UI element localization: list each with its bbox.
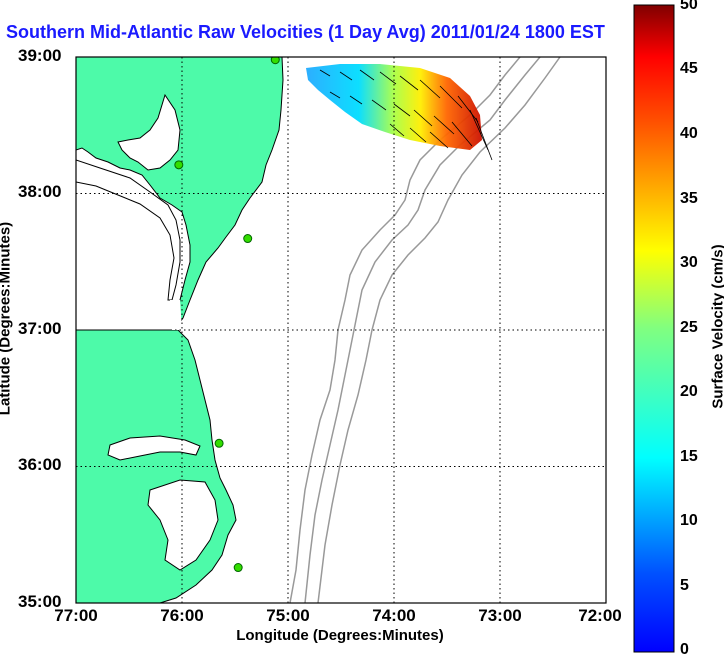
colorbar-tick: 5 <box>680 577 689 594</box>
y-tick: 37:00 <box>18 319 62 338</box>
colorbar-tick: 50 <box>680 0 698 13</box>
x-tick: 73:00 <box>478 606 522 625</box>
colorbar-tick: 40 <box>680 125 698 142</box>
colorbar-tick: 25 <box>680 319 698 336</box>
y-tick: 39:00 <box>18 46 62 65</box>
hf-radar-station <box>243 234 253 244</box>
chesapeake-bay <box>117 93 181 171</box>
y-tick: 38:00 <box>18 182 62 201</box>
colorbar-tick: 15 <box>680 448 698 465</box>
x-axis-label: Longitude (Degrees:Minutes) <box>236 627 444 644</box>
x-tick: 76:00 <box>160 606 204 625</box>
x-tick: 74:00 <box>372 606 416 625</box>
velocity-vectors <box>319 69 493 161</box>
colorbar-tick: 45 <box>680 60 698 77</box>
map-title: Southern Mid-Atlantic Raw Velocities (1 … <box>6 22 605 42</box>
colorbar-tick: 0 <box>680 641 689 658</box>
pamlico-sound <box>147 479 219 571</box>
station-markers <box>174 57 280 573</box>
bay-mouth-water <box>170 300 182 330</box>
x-tick: 75:00 <box>266 606 310 625</box>
colorbar <box>633 4 675 653</box>
colorbar-label: Surface Velocity (cm/s) <box>709 244 724 409</box>
plot-frame <box>75 56 607 604</box>
y-tick: 35:00 <box>18 592 62 611</box>
x-tick: 77:00 <box>54 606 98 625</box>
colorbar-tick: 20 <box>680 383 698 400</box>
y-tick: 36:00 <box>18 455 62 474</box>
hf-radar-station <box>174 160 184 170</box>
colorbar-tick: 30 <box>680 254 698 271</box>
x-tick: 72:00 <box>578 606 622 625</box>
y-axis-label: Latitude (Degrees:Minutes) <box>0 221 14 416</box>
hf-radar-station <box>233 563 243 573</box>
colorbar-tick: 35 <box>680 190 698 207</box>
graticule <box>76 57 606 603</box>
hf-radar-station <box>214 438 224 448</box>
albemarle-sound <box>107 435 201 461</box>
hf-radar-station <box>270 57 280 65</box>
colorbar-tick: 10 <box>680 512 698 529</box>
